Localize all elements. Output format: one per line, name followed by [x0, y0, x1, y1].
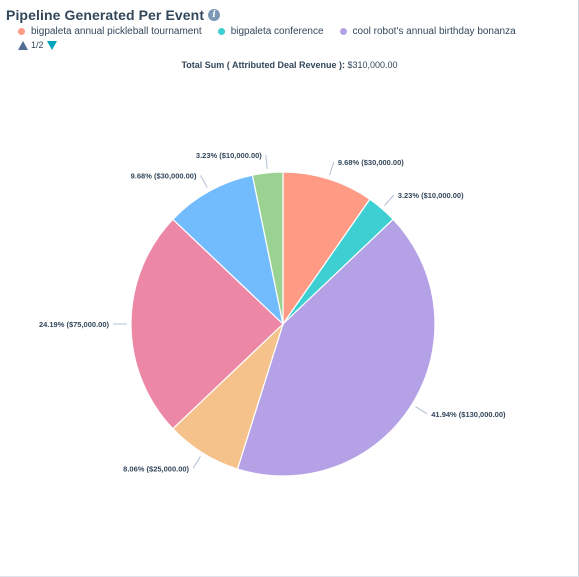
legend-label: bigpaleta conference [230, 26, 324, 37]
slice-data-label: 9.68% ($30,000.00) [131, 171, 197, 180]
chart-title: Pipeline Generated Per Event [6, 7, 205, 23]
legend-prev-page-icon[interactable] [18, 40, 28, 50]
slice-data-label: 9.68% ($30,000.00) [338, 158, 404, 167]
slice-leader-line [384, 194, 395, 206]
slice-data-label: 3.23% ($10,000.00) [398, 191, 464, 200]
chart-header: Pipeline Generated Per Event i [6, 7, 221, 23]
info-icon[interactable]: i [208, 9, 221, 21]
legend-pager: 1/2 [18, 40, 57, 50]
total-sum: Total Sum ( Attributed Deal Revenue ): $… [0, 60, 579, 70]
legend-item-conference[interactable]: bigpaleta conference [217, 26, 324, 37]
slice-data-label: 3.23% ($10,000.00) [196, 151, 262, 160]
pie-slice[interactable] [251, 171, 284, 325]
total-sum-label: Total Sum ( Attributed Deal Revenue ): [181, 60, 345, 70]
pie-slice[interactable] [130, 218, 284, 430]
slice-leader-line [329, 161, 335, 176]
slice-data-label: 24.19% ($75,000.00) [39, 320, 110, 329]
legend-swatch [339, 28, 347, 35]
legend-item-birthday-bonanza[interactable]: cool robot's annual birthday bonanza [339, 26, 516, 37]
legend-swatch [217, 28, 225, 35]
pie-slice[interactable] [282, 171, 371, 326]
legend-swatch [18, 28, 25, 35]
legend-item-pickleball[interactable]: bigpaleta annual pickleball tournament [18, 26, 202, 37]
total-sum-value: $310,000.00 [347, 60, 398, 70]
legend-next-page-icon[interactable] [46, 40, 57, 50]
slice-leader-line [265, 154, 268, 169]
legend-page-indicator: 1/2 [31, 40, 44, 50]
legend-label: bigpaleta annual pickleball tournament [31, 26, 202, 37]
slice-data-label: 8.06% ($25,000.00) [123, 464, 189, 473]
slice-data-label: 41.94% ($130,000.00) [431, 410, 506, 419]
pie-slice[interactable] [236, 218, 436, 477]
slice-leader-line [415, 406, 428, 415]
slice-leader-line [192, 456, 201, 469]
pie-slice[interactable] [171, 174, 284, 326]
legend: bigpaleta annual pickleball tournament b… [18, 26, 532, 37]
slice-leader-line [200, 175, 208, 188]
legend-label: cool robot's annual birthday bonanza [352, 26, 516, 37]
